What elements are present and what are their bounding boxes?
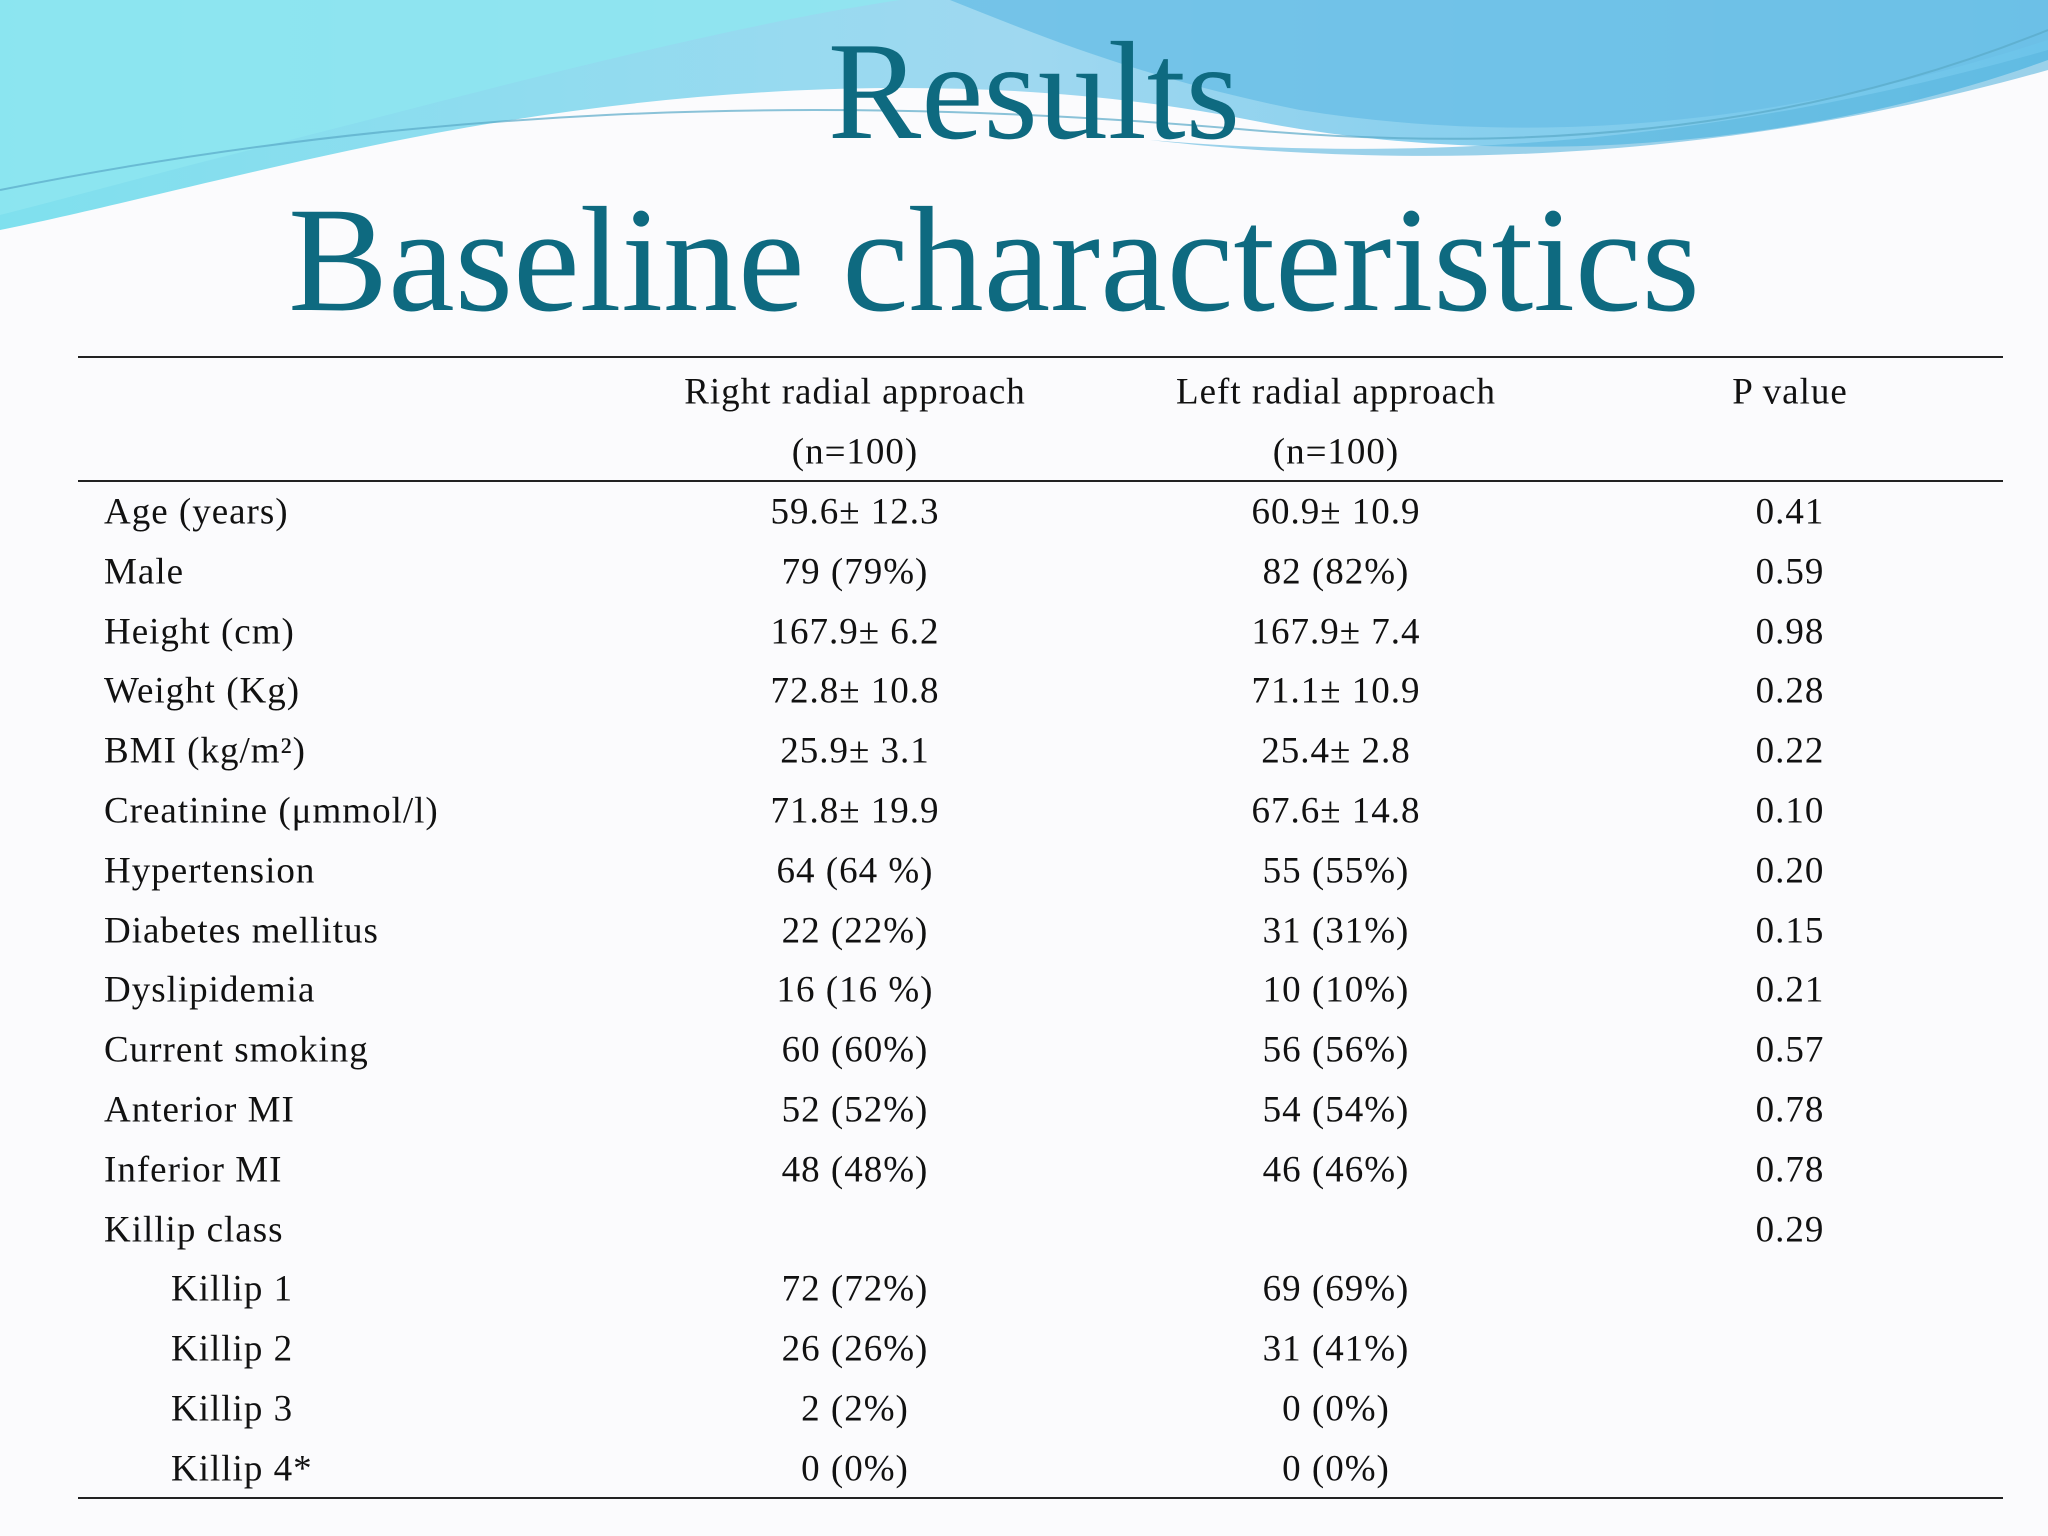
cell-p: 0.10 xyxy=(1755,790,1825,832)
cell-right: 52 (52%) xyxy=(781,1089,929,1131)
cell-left: 31 (41%) xyxy=(1262,1328,1410,1370)
cell-right: 22 (22%) xyxy=(781,910,929,952)
cell-left: 82 (82%) xyxy=(1262,551,1410,593)
cell-left: 56 (56%) xyxy=(1262,1029,1410,1071)
cell-right: 48 (48%) xyxy=(781,1149,929,1191)
cell-left: 0 (0%) xyxy=(1282,1448,1390,1490)
cell-right: 25.9± 3.1 xyxy=(780,730,930,772)
rule xyxy=(78,356,2003,358)
cell-left: 25.4± 2.8 xyxy=(1261,730,1411,772)
row-label: Creatinine (μmmol/l) xyxy=(104,790,439,832)
cell-p: 0.15 xyxy=(1755,910,1825,952)
row-label: Height (cm) xyxy=(104,611,295,653)
cell-p: 0.28 xyxy=(1755,670,1825,712)
row-label: Killip 3 xyxy=(171,1388,294,1430)
row-label: Killip 1 xyxy=(171,1268,294,1310)
cell-p: 0.98 xyxy=(1755,611,1825,653)
cell-left: 67.6± 14.8 xyxy=(1251,790,1421,832)
cell-right: 0 (0%) xyxy=(801,1448,909,1490)
cell-left: 69 (69%) xyxy=(1262,1268,1410,1310)
cell-right: 60 (60%) xyxy=(781,1029,929,1071)
row-label: Anterior MI xyxy=(104,1089,295,1131)
cell-p: 0.22 xyxy=(1755,730,1825,772)
column-n: (n=100) xyxy=(791,431,919,473)
rule xyxy=(78,480,2003,482)
cell-p: 0.20 xyxy=(1755,850,1825,892)
cell-left: 10 (10%) xyxy=(1262,969,1410,1011)
cell-p: 0.21 xyxy=(1755,969,1825,1011)
cell-left: 31 (31%) xyxy=(1262,910,1410,952)
cell-p: 0.57 xyxy=(1755,1029,1825,1071)
row-label: Diabetes mellitus xyxy=(104,910,379,952)
column-header: P value xyxy=(1732,371,1848,413)
subtitle: Baseline characteristics xyxy=(288,177,1700,343)
row-label: Killip class xyxy=(104,1209,284,1251)
cell-right: 71.8± 19.9 xyxy=(770,790,940,832)
cell-right: 2 (2%) xyxy=(801,1388,909,1430)
cell-right: 26 (26%) xyxy=(781,1328,929,1370)
cell-right: 72 (72%) xyxy=(781,1268,929,1310)
cell-right: 64 (64 %) xyxy=(776,850,934,892)
column-header: Left radial approach xyxy=(1176,371,1496,413)
cell-right: 167.9± 6.2 xyxy=(770,611,940,653)
row-label: Killip 4* xyxy=(171,1448,313,1490)
rule xyxy=(78,1497,2003,1499)
row-label: Killip 2 xyxy=(171,1328,294,1370)
cell-left: 54 (54%) xyxy=(1262,1089,1410,1131)
title: Results xyxy=(827,14,1241,169)
cell-p: 0.41 xyxy=(1755,491,1825,533)
row-label: Hypertension xyxy=(104,850,316,892)
cell-left: 60.9± 10.9 xyxy=(1251,491,1421,533)
cell-left: 46 (46%) xyxy=(1262,1149,1410,1191)
cell-left: 55 (55%) xyxy=(1262,850,1410,892)
row-label: Dyslipidemia xyxy=(104,969,316,1011)
row-label: Weight (Kg) xyxy=(104,670,301,712)
cell-p: 0.29 xyxy=(1755,1209,1825,1251)
column-header: Right radial approach xyxy=(684,371,1026,413)
row-label: Age (years) xyxy=(104,491,289,533)
cell-p: 0.78 xyxy=(1755,1089,1825,1131)
cell-p: 0.59 xyxy=(1755,551,1825,593)
cell-left: 0 (0%) xyxy=(1282,1388,1390,1430)
row-label: Inferior MI xyxy=(104,1149,283,1191)
cell-left: 167.9± 7.4 xyxy=(1251,611,1421,653)
row-label: BMI (kg/m²) xyxy=(104,730,306,772)
cell-right: 16 (16 %) xyxy=(776,969,934,1011)
column-n: (n=100) xyxy=(1272,431,1400,473)
cell-p: 0.78 xyxy=(1755,1149,1825,1191)
cell-right: 79 (79%) xyxy=(781,551,929,593)
row-label: Current smoking xyxy=(104,1029,369,1071)
cell-right: 72.8± 10.8 xyxy=(770,670,940,712)
cell-left: 71.1± 10.9 xyxy=(1251,670,1421,712)
cell-right: 59.6± 12.3 xyxy=(770,491,940,533)
row-label: Male xyxy=(104,551,185,593)
